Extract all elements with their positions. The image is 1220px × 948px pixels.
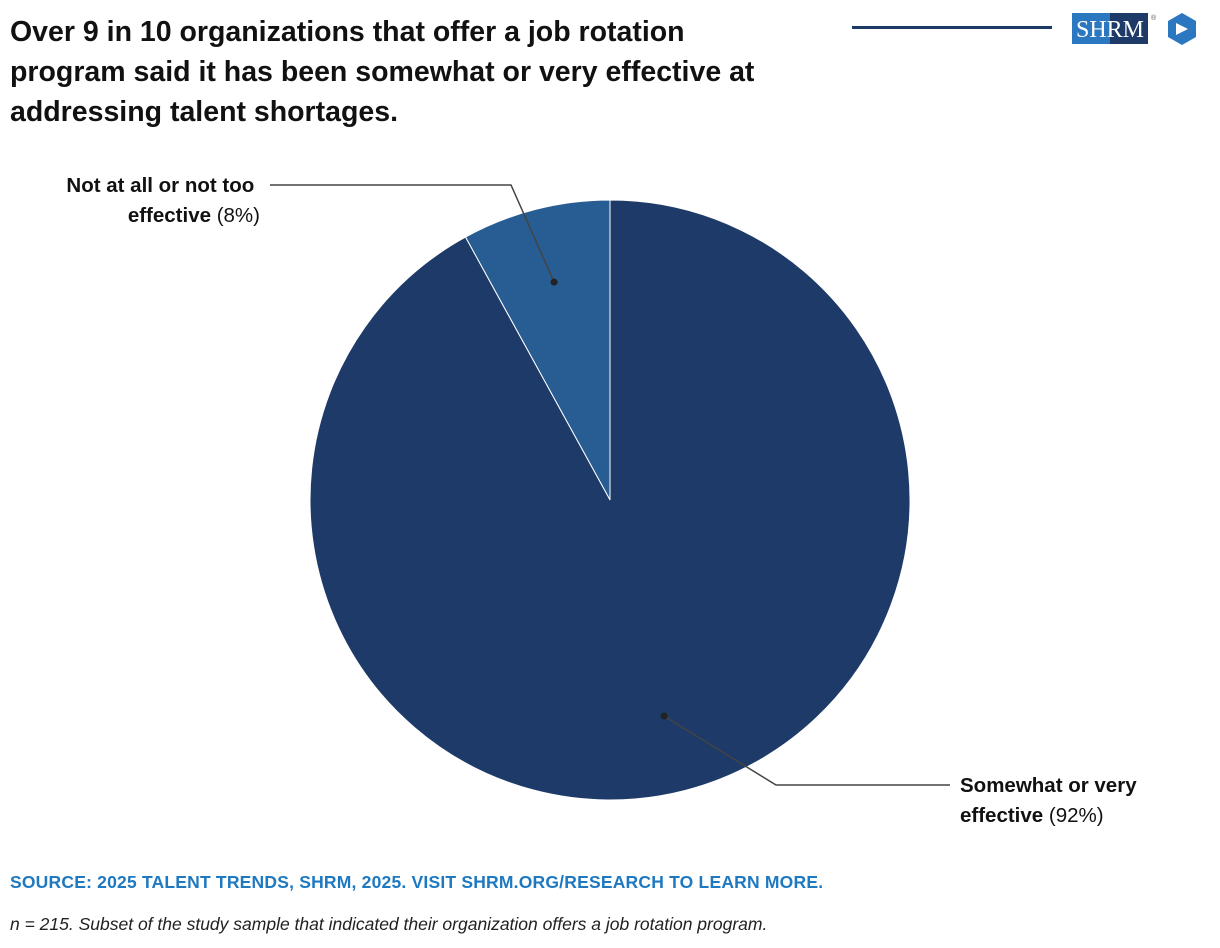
label-major: Somewhat or very effective (92%) (960, 774, 1142, 827)
header-accent-line (852, 26, 1052, 29)
logo-box-right (1110, 13, 1148, 44)
leader-line-major-dot (660, 712, 668, 720)
pie-slice-not-effective (464, 199, 611, 501)
title-line-1: Over 9 in 10 organizations that offer a … (10, 16, 685, 48)
label-major-value: (92%) (1049, 804, 1104, 827)
label-minor-line2: effective (8%) (128, 204, 260, 227)
hexagon-logo-icon (1168, 13, 1196, 45)
label-minor: Not at all or not too effective (8%) (66, 174, 260, 227)
label-minor-value: (8%) (217, 204, 260, 227)
label-leaders (270, 184, 950, 786)
source-note: SOURCE: 2025 TALENT TRENDS, SHRM, 2025. … (10, 872, 824, 892)
pie-slice-effective (309, 199, 911, 801)
label-major-line2: effective (92%) (960, 804, 1104, 827)
label-major-name-end: effective (960, 804, 1043, 827)
logo-registered-mark: ® (1151, 14, 1157, 22)
logo-text: SHRM (1076, 17, 1144, 43)
leader-line-major (663, 715, 950, 786)
label-minor-name-end: effective (128, 204, 211, 227)
leader-line-minor-dot (550, 278, 558, 286)
chart-title: Over 9 in 10 organizations that offer a … (10, 12, 840, 132)
pie-chart: Not at all or not too effective (8%) Som… (66, 174, 1142, 827)
leader-line-minor (270, 184, 555, 283)
label-major-line1: Somewhat or very (960, 774, 1137, 797)
title-line-3: addressing talent shortages. (10, 96, 399, 128)
label-minor-line1: Not at all or not too (66, 174, 254, 197)
shrm-logo: SHRM ® (1072, 13, 1196, 45)
sample-note: n = 215. Subset of the study sample that… (10, 914, 768, 934)
title-line-2: program said it has been somewhat or ver… (10, 56, 755, 88)
pie-slices (309, 199, 911, 801)
